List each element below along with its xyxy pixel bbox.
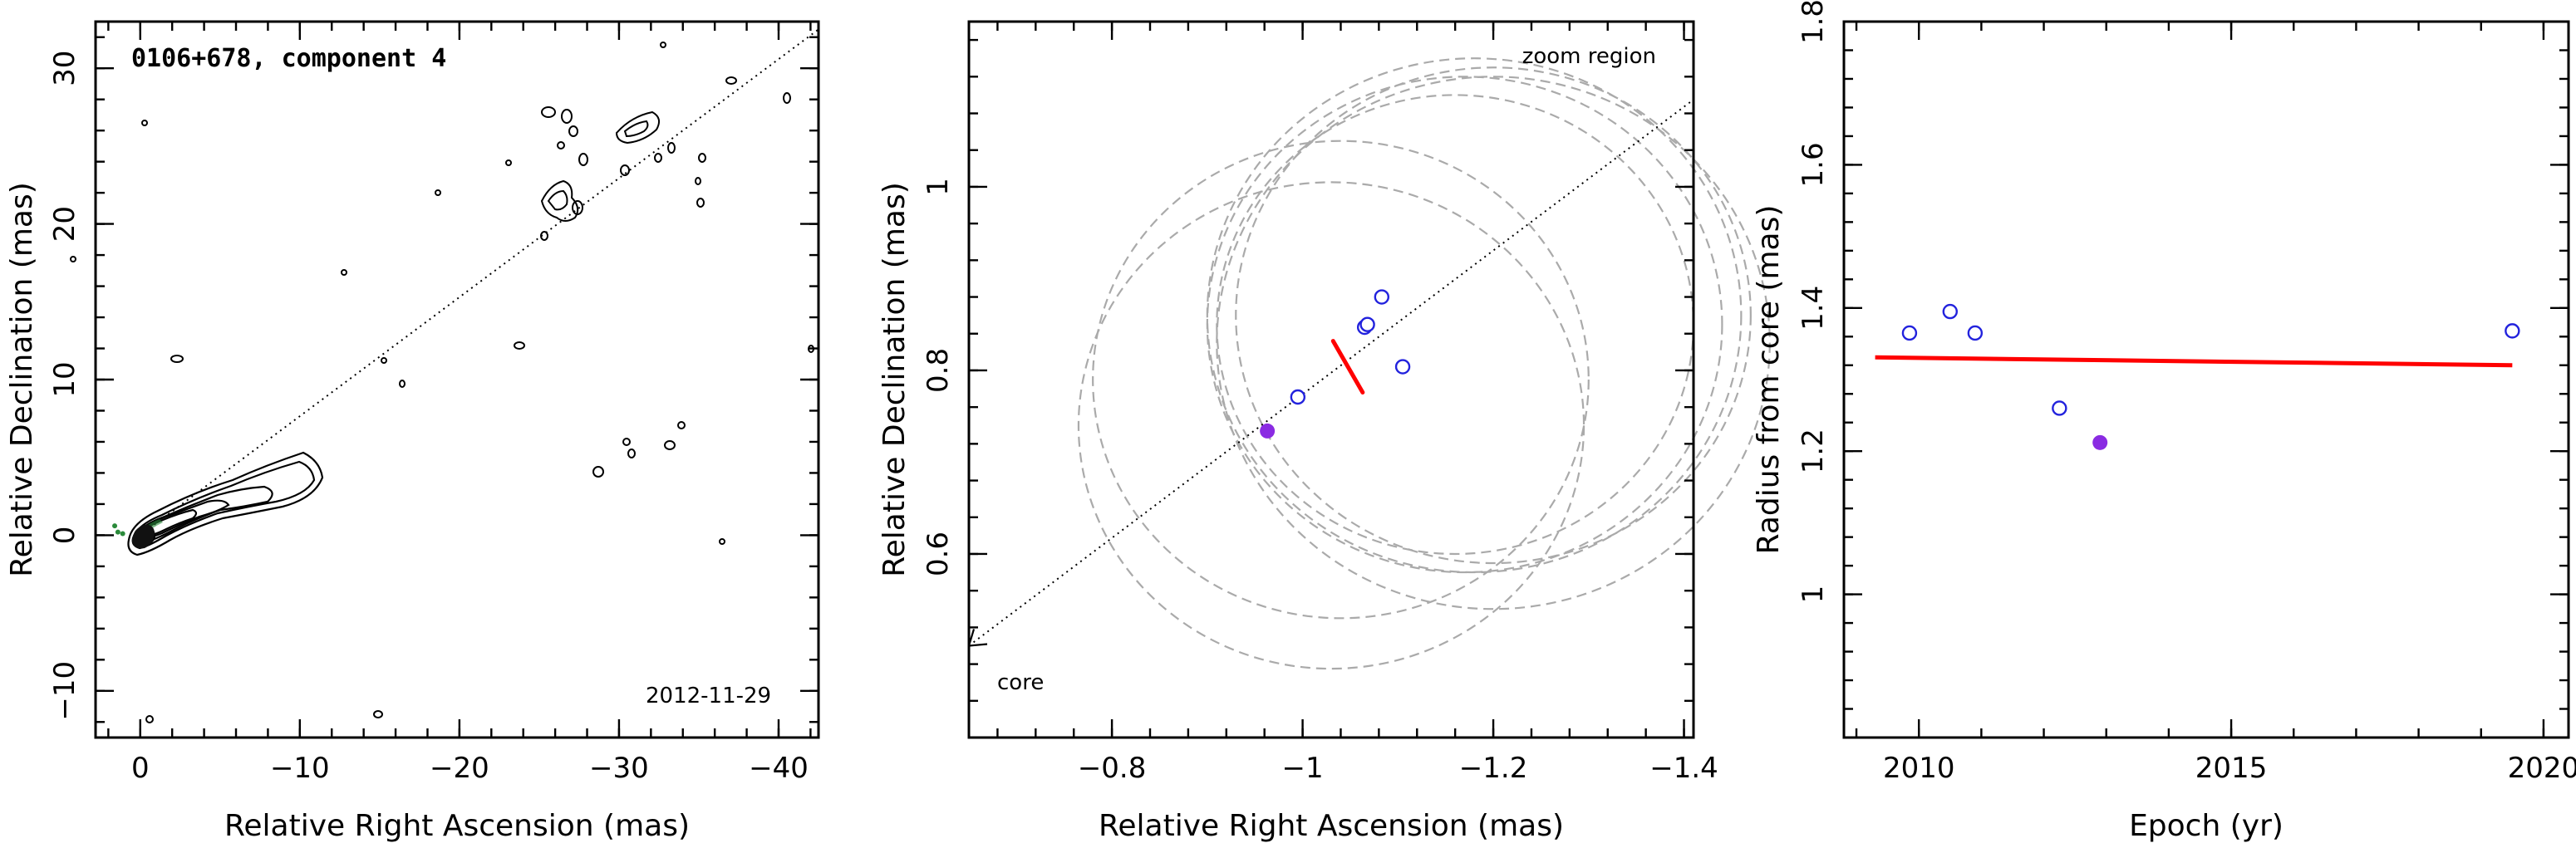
component-marker xyxy=(112,523,118,529)
contour-y-tick-label: −10 xyxy=(48,661,81,721)
radius-plot-frame xyxy=(1842,20,2570,739)
panel-zoom-region: −0.8 −1 −1.2 −1.4 0.6 0.8 1 zoom region core R… xyxy=(878,20,1771,843)
zoom-data-points xyxy=(1260,289,1411,439)
zoom-x-tick-label: −0.8 xyxy=(1078,752,1147,785)
data-point xyxy=(2052,400,2067,416)
contour-x-tick-label: −30 xyxy=(589,752,649,785)
x-axis-label: Epoch (yr) xyxy=(2129,809,2283,843)
zoom-y-tick-label: 0.6 xyxy=(922,532,955,576)
zoom-fit-segment xyxy=(1330,339,1365,395)
data-point xyxy=(1942,303,1958,320)
radius-x-tick-label: 2020 xyxy=(2508,752,2576,785)
zoom-reference-line xyxy=(967,99,1694,647)
arrow-head-icon xyxy=(967,629,988,647)
contour-y-tick-label: 0 xyxy=(48,527,81,545)
radius-data-points xyxy=(1901,303,2520,450)
contour-y-tick-label: 20 xyxy=(48,206,81,242)
zoom-x-tick-label: −1.2 xyxy=(1459,752,1528,785)
component-marker xyxy=(115,529,120,535)
radius-y-tick-label: 1.2 xyxy=(1797,429,1830,473)
component-marker xyxy=(120,531,125,537)
data-point xyxy=(1359,316,1375,332)
error-circles xyxy=(1077,57,1771,670)
contour-x-tick-label: −20 xyxy=(430,752,489,785)
y-axis-label: Relative Declination (mas) xyxy=(5,182,39,577)
data-point xyxy=(2505,323,2520,339)
reference-line xyxy=(140,28,819,537)
data-point xyxy=(1967,325,1984,341)
core-fill xyxy=(132,524,155,549)
chart-title: 0106+678, component 4 xyxy=(131,44,446,73)
radius-y-tick-label: 1.8 xyxy=(1797,0,1830,44)
y-axis-label: Relative Declination (mas) xyxy=(878,182,912,577)
error-circle xyxy=(1216,76,1771,610)
data-point xyxy=(1374,289,1390,305)
zoom-region-label: zoom region xyxy=(1522,44,1656,69)
zoom-plot-frame xyxy=(967,20,1695,739)
lobe-contours xyxy=(70,42,814,723)
contour-x-tick-label: 0 xyxy=(131,752,150,785)
error-circle xyxy=(1092,140,1590,620)
jet-contours xyxy=(127,451,324,556)
zoom-y-tick-label: 0.8 xyxy=(922,348,955,393)
core-label: core xyxy=(997,670,1044,695)
observation-date: 2012-11-29 xyxy=(646,684,771,708)
contour-plot-frame xyxy=(94,20,820,739)
data-point-filled xyxy=(1260,423,1276,439)
zoom-x-tick-label: −1 xyxy=(1282,752,1324,785)
contour-reference-line xyxy=(112,28,819,537)
zoom-y-tick-label: 1 xyxy=(922,178,955,196)
panel-radius-epoch: 2010 2015 2020 1 1.2 1.4 1.6 1.8 Epoch (yr) Rad… xyxy=(1752,0,2576,843)
data-point-filled xyxy=(2092,434,2108,450)
panel-contour-map: 0 −10 −20 −30 −40 −10 0 10 20 30 0106+678, compon… xyxy=(5,20,820,843)
data-point xyxy=(1290,389,1306,405)
radius-y-tick-label: 1.4 xyxy=(1797,286,1830,331)
x-axis-label: Relative Right Ascension (mas) xyxy=(224,809,690,843)
contour-y-tick-label: 30 xyxy=(48,51,81,86)
reference-line xyxy=(968,99,1694,647)
y-axis-label: Radius from core (mas) xyxy=(1752,205,1786,555)
radius-y-tick-label: 1.6 xyxy=(1797,142,1830,187)
contour-y-tick-label: 10 xyxy=(48,361,81,397)
x-axis-label: Relative Right Ascension (mas) xyxy=(1099,809,1564,843)
error-circle xyxy=(1206,76,1723,574)
error-circle xyxy=(1077,181,1585,670)
contour-plot-area xyxy=(70,28,819,723)
radius-x-tick-label: 2015 xyxy=(2195,752,2268,785)
fit-line xyxy=(1875,355,2513,368)
error-circle xyxy=(1235,66,1752,565)
radius-x-tick-label: 2010 xyxy=(1883,752,1955,785)
contour-x-tick-label: −40 xyxy=(749,752,809,785)
contour-x-tick-label: −10 xyxy=(270,752,330,785)
error-circle xyxy=(1206,57,1743,574)
zoom-x-tick-label: −1.4 xyxy=(1649,752,1718,785)
data-point xyxy=(1394,359,1411,375)
radius-y-tick-label: 1 xyxy=(1797,586,1830,604)
data-point xyxy=(1901,325,1918,341)
radius-fit-line xyxy=(1875,355,2513,368)
fit-segment xyxy=(1330,339,1365,395)
